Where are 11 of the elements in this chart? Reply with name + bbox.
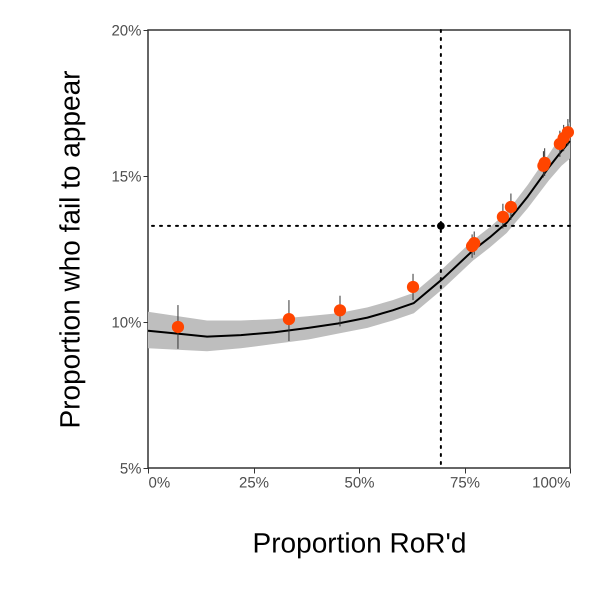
y-tick-label: 15% bbox=[111, 168, 142, 186]
x-tick-label: 0% bbox=[148, 474, 170, 492]
x-tick-label: 100% bbox=[532, 474, 570, 492]
y-axis-title: Proportion who fail to appear bbox=[54, 70, 86, 428]
y-tick-label: 10% bbox=[111, 314, 142, 332]
x-tick-label: 50% bbox=[344, 474, 375, 492]
x-tick-label: 25% bbox=[238, 474, 270, 492]
y-tick-label: 5% bbox=[120, 460, 142, 478]
y-tick-label: 20% bbox=[111, 22, 142, 40]
x-axis-title: Proportion RoR'd bbox=[252, 528, 466, 558]
x-tick-label: 75% bbox=[450, 474, 480, 492]
